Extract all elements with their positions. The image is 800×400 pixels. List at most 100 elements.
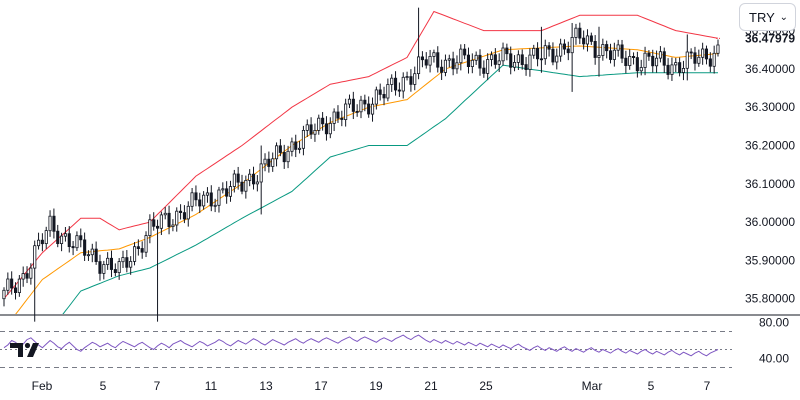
candle[interactable] [71,241,75,256]
candle[interactable] [232,169,236,193]
candle[interactable] [282,144,286,169]
candle[interactable] [167,205,171,235]
candle[interactable] [390,74,394,92]
candle[interactable] [578,22,582,45]
candle[interactable] [559,38,563,62]
candle[interactable] [336,105,340,123]
candle[interactable] [463,44,467,60]
candle[interactable] [221,182,225,194]
candle[interactable] [198,192,202,214]
candle[interactable] [597,26,601,77]
candle[interactable] [643,46,647,76]
candle[interactable] [244,175,248,199]
candle[interactable] [44,226,48,249]
candle[interactable] [658,46,662,63]
candle[interactable] [593,35,597,65]
candle[interactable] [313,123,317,142]
candle[interactable] [60,232,64,252]
candle[interactable] [351,91,355,120]
candle[interactable] [516,50,520,70]
last-price-label[interactable]: 36.47979 [745,31,795,45]
candle[interactable] [240,174,244,195]
candle[interactable] [566,41,570,61]
candle[interactable] [102,260,106,280]
candle[interactable] [409,69,413,92]
candle[interactable] [589,32,593,45]
candle[interactable] [209,185,213,212]
candle[interactable] [536,42,540,67]
candle[interactable] [225,181,229,204]
candle[interactable] [17,275,21,297]
candle[interactable] [37,232,41,250]
candle[interactable] [493,48,497,69]
candle[interactable] [125,250,129,273]
candle[interactable] [13,282,18,300]
candle[interactable] [75,231,79,251]
candle[interactable] [539,26,543,73]
candle[interactable] [555,48,559,70]
candle[interactable] [678,57,682,77]
candle[interactable] [497,53,501,73]
candle[interactable] [639,59,643,76]
candle[interactable] [440,59,444,81]
candle[interactable] [585,29,589,52]
candle[interactable] [10,271,14,295]
candle[interactable] [520,49,524,70]
candle[interactable] [213,198,217,213]
candle[interactable] [255,175,259,192]
candle[interactable] [248,169,252,187]
candle[interactable] [274,142,279,167]
candle[interactable] [681,60,685,81]
candle[interactable] [601,38,605,61]
candle[interactable] [305,119,309,137]
candle[interactable] [612,42,616,67]
candle[interactable] [286,145,290,169]
candle[interactable] [562,39,566,55]
candle[interactable] [509,46,513,75]
candle[interactable] [113,263,117,277]
candle[interactable] [655,50,659,73]
candle[interactable] [651,49,655,73]
candle[interactable] [33,240,37,322]
candle[interactable] [294,134,298,158]
candle[interactable] [570,22,574,92]
candle[interactable] [48,210,52,237]
candle[interactable] [136,239,140,256]
candle[interactable] [236,166,240,190]
candle[interactable] [202,191,206,210]
candle[interactable] [344,98,348,127]
candle[interactable] [263,153,267,172]
candle[interactable] [378,83,382,101]
candle[interactable] [106,252,110,270]
candle[interactable] [228,180,233,202]
candle[interactable] [52,208,56,239]
candle[interactable] [432,49,436,63]
candle[interactable] [551,42,555,66]
time-axis[interactable]: Feb 5 7 11 13 17 19 21 25 Mar 5 7 [32,379,711,393]
candle[interactable] [666,58,670,80]
candle[interactable] [79,228,83,248]
candle[interactable] [393,71,398,96]
candle[interactable] [140,241,144,259]
candle[interactable] [90,243,94,263]
candle[interactable] [2,287,6,307]
candle[interactable] [370,97,375,122]
candle[interactable] [632,52,636,65]
candle[interactable] [340,110,344,127]
candle[interactable] [505,43,509,61]
candlestick-plot[interactable] [0,7,800,354]
candle[interactable] [290,137,294,157]
candle[interactable] [25,266,29,284]
candle[interactable] [685,34,689,81]
candle[interactable] [708,52,712,73]
candle[interactable] [94,241,98,265]
candle[interactable] [689,48,693,60]
candle[interactable] [56,224,60,248]
candle[interactable] [267,151,271,173]
candle[interactable] [474,51,478,65]
candle[interactable] [29,263,33,285]
candle[interactable] [397,82,401,97]
candle[interactable] [301,125,305,156]
candle[interactable] [175,207,179,232]
candle[interactable] [528,48,532,77]
